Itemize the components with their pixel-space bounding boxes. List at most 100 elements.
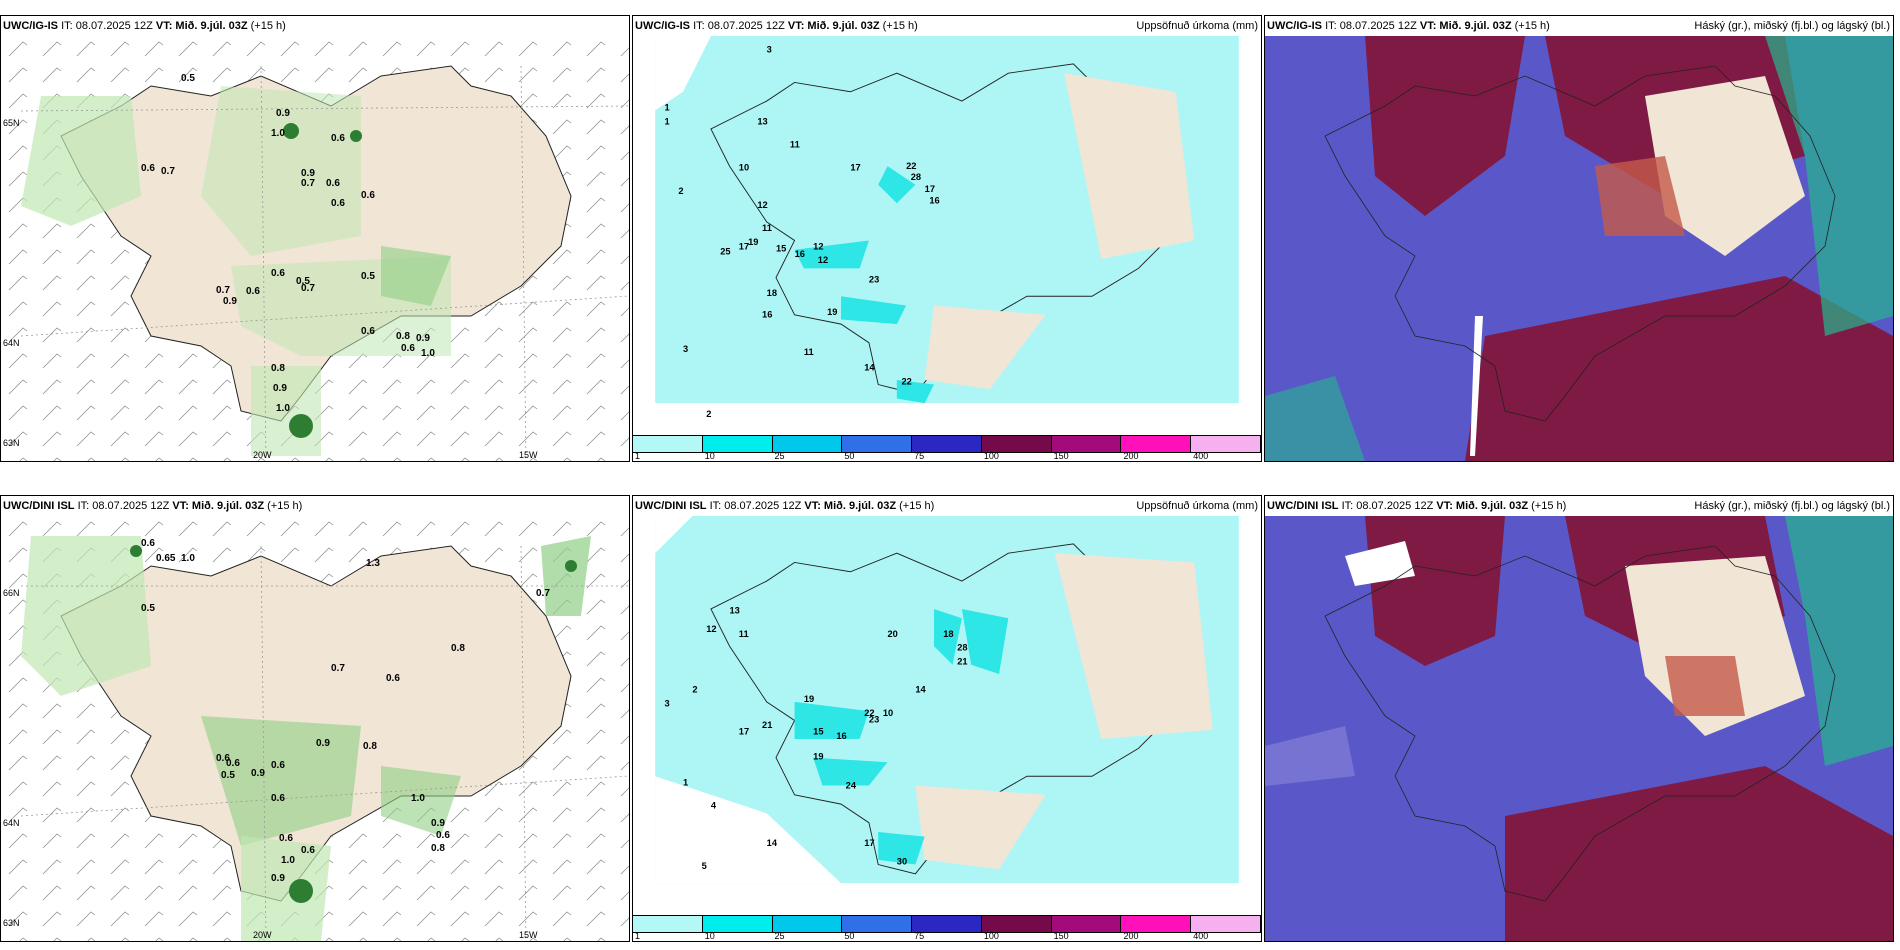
colorbar-swatch (842, 436, 913, 452)
precip-value-label: 28 (957, 643, 967, 653)
precip-value-label: 19 (827, 307, 837, 317)
colorbar-tick-label: 200 (1123, 451, 1139, 461)
precip-value-label: 24 (846, 780, 857, 790)
precip-value-label: 0.6 (331, 133, 345, 144)
precip-value-label: 11 (804, 347, 814, 357)
precip-value-label: 0.9 (431, 818, 445, 829)
colorbar-swatch (1121, 916, 1192, 932)
precip-value-label: 0.9 (316, 738, 330, 749)
precip-value-label: 0.6 (331, 198, 345, 209)
init-time: IT: 08.07.2025 12Z (1341, 500, 1434, 512)
panel-header: UWC/DINI ISL IT: 08.07.2025 12Z VT: Mið.… (633, 496, 1261, 516)
valid-time: VT: Mið. 9.júl. 03Z (1419, 20, 1512, 32)
precip-value-label: 0.6 (271, 268, 285, 279)
precip-value-label: 3 (664, 699, 669, 709)
colorbar-swatch (633, 916, 703, 932)
forecast-step: (+15 h) (250, 20, 286, 32)
precip-value-label: 0.5 (141, 603, 155, 614)
colorbar-swatch (1191, 436, 1261, 452)
precip-value-label: 16 (836, 731, 846, 741)
precip-value-label: 0.6 (141, 538, 155, 549)
wind-precip-panel-dini: UWC/DINI ISL IT: 08.07.2025 12Z VT: Mið.… (0, 495, 630, 942)
precip-value-label: 21 (957, 657, 967, 667)
precip-value-label: 22 (906, 161, 916, 171)
valid-time: VT: Mið. 9.júl. 03Z (787, 20, 880, 32)
model-name: UWC/DINI ISL (3, 500, 75, 512)
colorbar-tick-label: 100 (983, 451, 999, 461)
precip-value-label: 0.6 (386, 673, 400, 684)
forecast-step: (+15 h) (882, 20, 918, 32)
colorbar-swatch (702, 436, 773, 452)
precip-value-label: 14 (864, 363, 875, 373)
lon-label: 20W (253, 450, 272, 460)
precip-value-label: 1.0 (181, 553, 195, 564)
precip-value-label: 1.0 (411, 793, 425, 804)
valid-time: VT: Mið. 9.júl. 03Z (155, 20, 248, 32)
precip-value-label: 0.9 (301, 168, 315, 179)
precip-value-label: 11 (739, 629, 749, 639)
precip-value-label: 0.7 (331, 663, 345, 674)
colorbar-swatch (702, 916, 773, 932)
precip-value-label: 23 (869, 714, 879, 724)
precip-value-label: 14 (915, 685, 926, 695)
precip-value-label: 1.0 (421, 348, 435, 359)
panel-header: UWC/DINI ISL IT: 08.07.2025 12Z VT: Mið.… (1265, 496, 1893, 516)
cloud-map (1265, 516, 1893, 941)
precip-value-label: 0.9 (251, 768, 265, 779)
precip-values: 0.50.91.0 0.60.6 0.7 0.90.7 0.60.60.60.6 0.50… (141, 73, 435, 414)
precip-value-label: 12 (706, 624, 716, 634)
model-name: UWC/DINI ISL (635, 500, 707, 512)
precip-value-label: 11 (762, 223, 772, 233)
forecast-step: (+15 h) (267, 500, 303, 512)
colorbar-tick-label: 150 (1053, 931, 1069, 941)
precip-value-label: 0.9 (416, 333, 430, 344)
precip-value-label: 0.65 (156, 553, 176, 564)
cloud-panel-ig: UWC/IG-IS IT: 08.07.2025 12Z VT: Mið. 9.… (1264, 15, 1894, 462)
lon-label: 15W (519, 450, 538, 460)
precip-value-label: 0.9 (271, 873, 285, 884)
colorbar-tick-label: 25 (774, 931, 785, 941)
colorbar-swatch (912, 436, 982, 452)
lat-label: 66N (3, 588, 20, 598)
panel-subtitle: Háský (gr.), miðský (fj.bl.) og lágský (… (1694, 500, 1890, 512)
precip-value-label: 0.6 (279, 833, 293, 844)
precip-value-label: 0.6 (361, 326, 375, 337)
accum-precip-panel-dini: UWC/DINI ISL IT: 08.07.2025 12Z VT: Mið.… (632, 495, 1262, 942)
precip-value-label: 22 (864, 708, 874, 718)
precip-value-label: 0.7 (536, 588, 550, 599)
cloud-map (1265, 36, 1893, 461)
panel-header: UWC/IG-IS IT: 08.07.2025 12Z VT: Mið. 9.… (1, 16, 629, 36)
forecast-step: (+15 h) (1514, 20, 1550, 32)
precip-value-label: 1 (664, 102, 669, 112)
precip-value-label: 28 (911, 172, 921, 182)
precip-value-label: 0.7 (216, 285, 230, 296)
init-time: IT: 08.07.2025 12Z (1325, 20, 1417, 32)
precip-value-label: 17 (739, 726, 749, 736)
precip-value-label: 30 (897, 857, 907, 867)
panel-header: UWC/DINI ISL IT: 08.07.2025 12Z VT: Mið.… (1, 496, 629, 516)
precip-value-label: 0.6 (401, 343, 415, 354)
precip-value-label: 1.0 (276, 403, 290, 414)
precip-value-label: 12 (818, 255, 828, 265)
precip-value-label: 1.0 (281, 855, 295, 866)
colorbar-swatch (1191, 916, 1261, 932)
colorbar-tick-label: 10 (704, 931, 715, 941)
colorbar-tick-label: 1 (635, 451, 641, 461)
precip-value-label: 11 (790, 140, 800, 150)
colorbar-boxes (633, 915, 1261, 933)
forecast-step: (+15 h) (899, 500, 935, 512)
precip-value-label: 0.5 (361, 271, 375, 282)
colorbar-boxes (633, 435, 1261, 453)
precip-value-label: 0.8 (271, 363, 285, 374)
precip-value-label: 3 (683, 344, 688, 354)
precip-value-label: 17 (925, 184, 935, 194)
precip-value-label: 16 (795, 249, 805, 259)
colorbar-tick-label: 25 (774, 451, 785, 461)
precip-value-label: 10 (739, 163, 749, 173)
precip-value-label: 0.7 (161, 166, 175, 177)
precip-value-label: 0.6 (141, 163, 155, 174)
lat-label: 64N (3, 818, 20, 828)
panel-subtitle: Uppsöfnuð úrkoma (mm) (1136, 20, 1258, 32)
